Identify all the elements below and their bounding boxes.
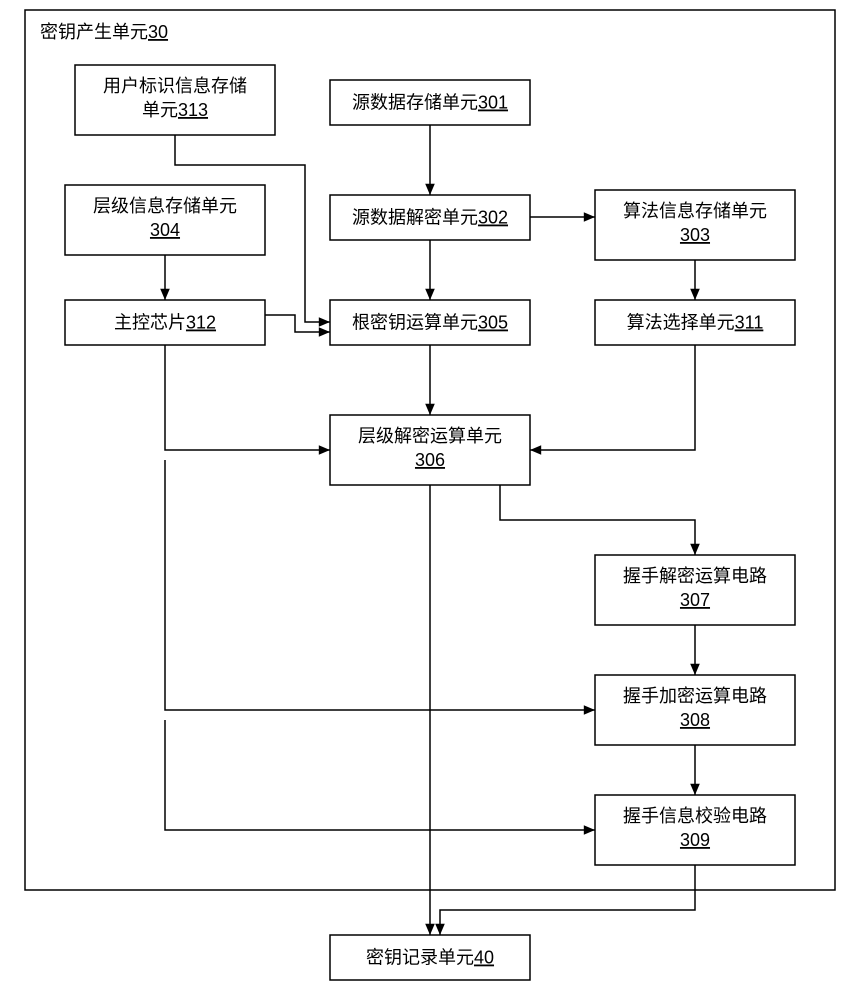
node-label-n305: 根密钥运算单元305 [352,313,508,333]
node-label-n301: 源数据存储单元301 [352,93,508,113]
arrowhead [690,289,700,300]
edge-n311-n306 [530,345,695,450]
arrowhead [584,212,595,222]
edge-n309-n40 [440,865,695,935]
node-ref-n309: 309 [680,830,710,850]
arrowhead [584,705,595,715]
node-ref-n308: 308 [680,710,710,730]
node-label-n307: 握手解密运算电路 [623,566,767,586]
node-ref-n307: 307 [680,590,710,610]
node-ref-n303: 303 [680,225,710,245]
node-ref-n304: 304 [150,220,180,240]
arrowhead [435,924,445,935]
node-label-n304: 层级信息存储单元 [93,196,237,216]
arrowhead [584,825,595,835]
arrowhead [160,289,170,300]
node-label-n313-1: 用户标识信息存储 [103,76,247,96]
outer-label: 密钥产生单元30 [40,22,168,42]
node-label-n306: 层级解密运算单元 [358,426,502,446]
node-label-n311: 算法选择单元311 [627,313,764,333]
edge-n312-n309 [165,720,595,830]
edge-n312-n306 [165,345,330,450]
node-label-n312: 主控芯片312 [114,313,216,333]
node-label-n313-2: 单元313 [142,100,208,120]
arrowhead [690,544,700,555]
arrowhead [319,445,330,455]
node-label-n303: 算法信息存储单元 [623,201,767,221]
edge-n306-n307 [500,485,695,555]
node-label-n302: 源数据解密单元302 [352,208,508,228]
node-label-n40: 密钥记录单元40 [366,948,494,968]
node-ref-n306: 306 [415,450,445,470]
edge-n312-n308 [165,460,595,710]
arrowhead [425,404,435,415]
node-label-n308: 握手加密运算电路 [623,686,767,706]
arrowhead [530,445,541,455]
arrowhead [690,784,700,795]
arrowhead [425,184,435,195]
arrowhead [425,289,435,300]
arrowhead [690,664,700,675]
arrowhead [319,327,330,337]
arrowhead [319,317,330,327]
arrowhead [425,924,435,935]
node-label-n309: 握手信息校验电路 [623,806,767,826]
